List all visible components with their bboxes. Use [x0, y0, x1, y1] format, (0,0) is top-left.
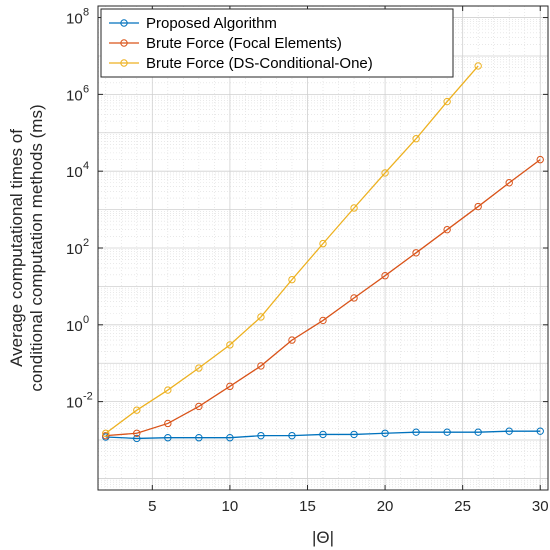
y-tick-label-exponent: 4	[83, 160, 89, 172]
y-tick-label-base: 10	[66, 164, 83, 181]
series-2-marker	[505, 179, 513, 187]
legend-label: Proposed Algorithm	[146, 15, 277, 32]
y-tick-label-exponent: 2	[83, 237, 89, 249]
x-tick-label: 30	[532, 498, 549, 515]
legend-label: Brute Force (DS-Conditional-One)	[146, 55, 373, 72]
series-1-marker	[381, 429, 389, 437]
series-3-marker	[412, 135, 420, 143]
legend-swatch-marker	[120, 19, 128, 27]
y-tick-label-exponent: 8	[83, 7, 89, 19]
series-2-marker	[381, 272, 389, 280]
series-2-marker	[474, 202, 482, 211]
y-tick-label-base: 10	[66, 395, 83, 412]
x-tick-label: 20	[377, 498, 394, 515]
series-3-marker	[257, 313, 265, 321]
series-2-marker	[164, 419, 172, 428]
y-tick-label-base: 10	[66, 11, 83, 28]
series-1-marker	[350, 430, 358, 439]
series-3-marker	[195, 364, 203, 372]
series-line-1	[105, 430, 541, 440]
series-1-marker	[288, 431, 296, 440]
series-1-marker	[412, 428, 420, 436]
series-2-marker	[319, 316, 327, 325]
legend-label: Brute Force (Focal Elements)	[146, 35, 342, 52]
series-2-marker	[102, 431, 110, 440]
series-3-marker	[350, 204, 358, 212]
x-tick-label: 5	[148, 498, 156, 515]
series-2-marker	[536, 155, 544, 164]
grid	[98, 6, 548, 490]
y-tick-label-base: 10	[66, 241, 83, 258]
x-tick-label: 10	[222, 498, 239, 515]
series-2-marker	[443, 225, 451, 234]
series-2-marker	[288, 336, 296, 344]
series-layer	[102, 62, 544, 443]
series-2-marker	[226, 382, 234, 391]
legend: Proposed Algorithm Brute Force (Focal Ele…	[100, 8, 454, 78]
series-1-marker	[195, 434, 203, 442]
series-line-3	[105, 65, 479, 434]
x-axis-label: |Θ|	[312, 528, 334, 547]
y-axis-label-line1: Average computational times of	[7, 129, 26, 367]
series-1-marker	[319, 430, 327, 439]
x-tick-label: 15	[299, 498, 316, 515]
y-tick-label-base: 10	[66, 318, 83, 335]
series-1-marker	[164, 434, 172, 442]
legend-swatch-marker	[120, 59, 128, 67]
legend-swatch-marker	[120, 39, 128, 47]
series-line-2	[105, 159, 541, 437]
series-1-marker	[474, 428, 482, 436]
series-3-marker	[102, 429, 110, 437]
series-3-marker	[319, 239, 327, 248]
series-3-marker	[164, 386, 172, 394]
series-2-marker	[195, 402, 203, 411]
series-1-marker	[443, 428, 451, 436]
series-3-marker	[133, 406, 141, 414]
series-1-marker	[536, 427, 544, 435]
series-1-marker	[505, 427, 513, 435]
y-axis-label-line2: conditional computation methods (ms)	[27, 104, 46, 391]
series-2-marker	[133, 429, 141, 437]
series-3-marker	[288, 275, 296, 284]
series-1-marker	[133, 434, 141, 443]
x-tick-label: 25	[454, 498, 471, 515]
y-tick-label-base: 10	[66, 87, 83, 104]
y-axis-label: Average computational times of condition…	[7, 104, 46, 391]
y-tick-label-exponent: -2	[83, 391, 93, 403]
series-3-marker	[226, 341, 234, 349]
y-tick-label-exponent: 6	[83, 83, 89, 95]
series-2-marker	[257, 362, 265, 370]
series-1-marker	[257, 431, 265, 440]
series-2-marker	[350, 294, 358, 302]
series-1-marker	[226, 434, 234, 442]
y-tick-label-exponent: 0	[83, 314, 89, 326]
series-2-marker	[412, 249, 420, 257]
series-3-marker	[474, 62, 482, 70]
series-3-marker	[443, 97, 451, 106]
legend-box	[100, 8, 454, 78]
series-3-marker	[381, 169, 389, 177]
